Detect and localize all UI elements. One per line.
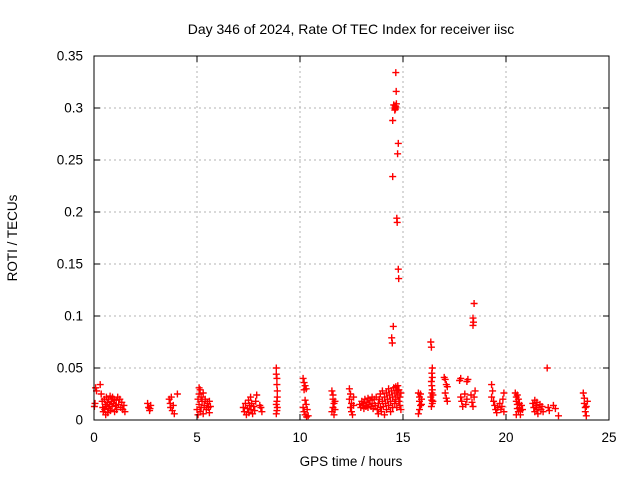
x-tick-label: 20	[498, 430, 513, 445]
x-tick-label: 10	[292, 430, 307, 445]
y-tick-label: 0.15	[57, 257, 83, 272]
x-tick-label: 5	[193, 430, 201, 445]
y-tick-label: 0.05	[57, 361, 83, 376]
tick-labels: 0 5 10 15 20 25 0 0.05 0.1 0.15 0.2 0.25 0.3 0.35	[57, 49, 617, 446]
y-tick-label: 0	[75, 413, 83, 428]
y-axis-label: ROTI / TECUs	[5, 194, 20, 281]
y-tick-label: 0.35	[57, 49, 83, 64]
axis-ticks	[93, 55, 610, 421]
y-tick-label: 0.1	[64, 309, 83, 324]
x-tick-label: 0	[90, 430, 98, 445]
x-tick-label: 25	[601, 430, 616, 445]
gridlines	[94, 56, 609, 420]
plot-border	[93, 55, 610, 421]
x-tick-label: 15	[395, 430, 410, 445]
y-tick-label: 0.2	[64, 205, 83, 220]
x-axis-label: GPS time / hours	[300, 454, 403, 469]
y-tick-label: 0.3	[64, 101, 83, 116]
y-tick-label: 0.25	[57, 153, 83, 168]
chart-title: Day 346 of 2024, Rate Of TEC Index for r…	[188, 21, 515, 37]
